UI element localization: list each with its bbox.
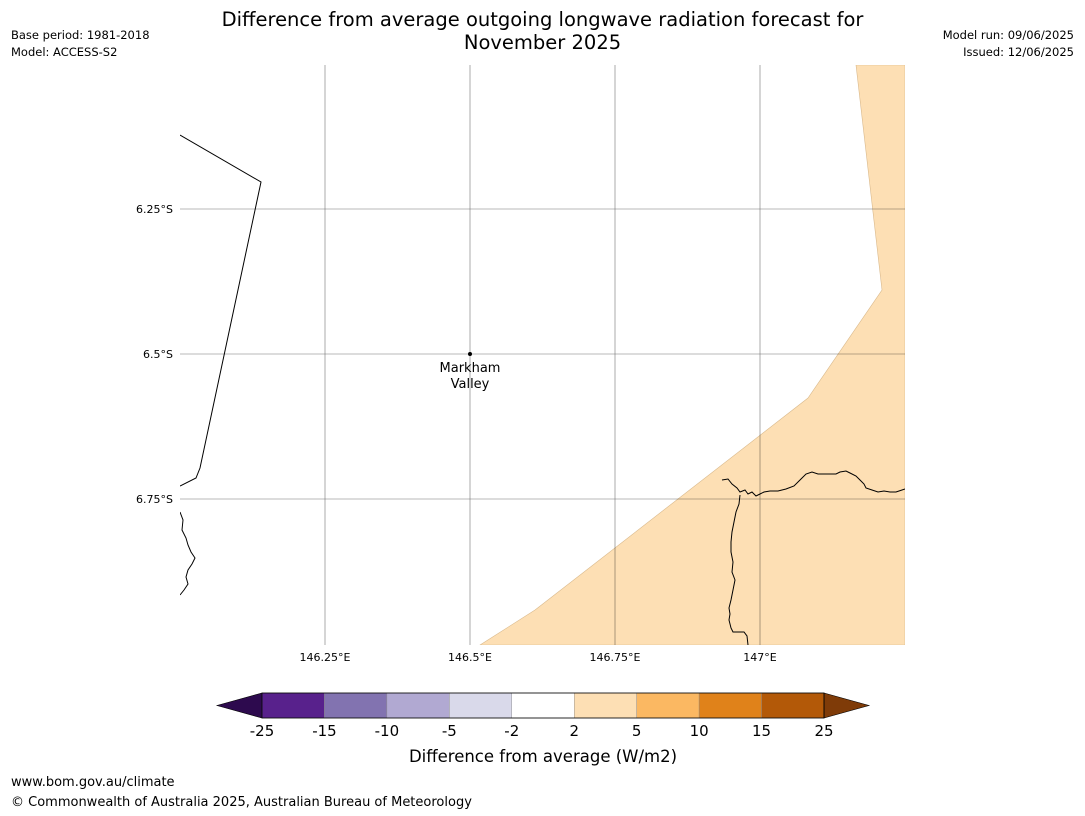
map-area: Markham Valley [180,65,905,645]
colorbar-tick-label: -10 [375,722,400,740]
lon-label: 146.25°E [300,651,351,664]
lon-label: 146.75°E [590,651,641,664]
river-coastline-east [721,470,905,497]
lat-label: 6.25°S [136,203,173,216]
colorbar-ticks: -25 -15 -10 -5 -2 2 5 10 15 25 [250,722,834,740]
colorbar-tick-label: -25 [250,722,275,740]
page-title: Difference from average outgoing longwav… [0,8,1085,54]
lat-labels: 6.25°S 6.5°S 6.75°S [136,203,173,506]
place-label-line-1: Markham [440,361,501,376]
place-marker [468,352,472,356]
footer-url: www.bom.gov.au/climate [11,775,175,790]
colorbar-tick-label: 25 [814,722,833,740]
lat-label: 6.5°S [143,348,173,361]
colorbar-bin [449,692,512,719]
title-line-1: Difference from average outgoing longwav… [221,8,864,31]
colorbar-bin [698,692,762,719]
model-run-text: Model run: 09/06/2025 [942,28,1074,42]
colorbar [215,692,871,719]
model-text: Model: ACCESS-S2 [11,45,118,59]
colorbar-tick-label: 15 [752,722,771,740]
header-left-info: Base period: 1981-2018 Model: ACCESS-S2 [11,27,150,61]
colorbar-title: Difference from average (W/m2) [409,747,677,766]
colorbar-under-arrow [215,692,263,719]
lat-label: 6.75°S [136,493,173,506]
colorbar-tick-label: 2 [569,722,579,740]
footer-copyright: © Commonwealth of Australia 2025, Austra… [11,795,472,810]
lon-label: 147°E [743,651,776,664]
colorbar-bin [761,692,825,719]
shaded-region-2-to-5 [479,65,905,645]
base-period-text: Base period: 1981-2018 [11,28,150,42]
coastline-west [180,511,196,596]
boundary-line [180,134,262,487]
title-line-2: November 2025 [463,31,622,54]
header-right-info: Model run: 09/06/2025 Issued: 12/06/2025 [943,27,1074,61]
colorbar-tick-label: -2 [504,722,519,740]
colorbar-over-arrow [823,692,871,719]
river-line [728,494,749,645]
colorbar-tick-label: 5 [632,722,642,740]
colorbar-bin [636,692,700,719]
lon-labels: 146.25°E 146.5°E 146.75°E 147°E [300,651,777,664]
colorbar-tick-label: 10 [690,722,709,740]
colorbar-bin [574,692,637,719]
colorbar-bin [386,692,450,719]
colorbar-tick-label: -5 [442,722,457,740]
place-label-line-2: Valley [451,377,490,392]
colorbar-tick-label: -15 [312,722,337,740]
colorbar-bin [511,692,575,719]
colorbar-bin [324,692,388,719]
colorbar-bin [261,692,325,719]
lon-label: 146.5°E [448,651,492,664]
colorbar-outline [261,692,825,719]
issued-text: Issued: 12/06/2025 [963,45,1074,59]
